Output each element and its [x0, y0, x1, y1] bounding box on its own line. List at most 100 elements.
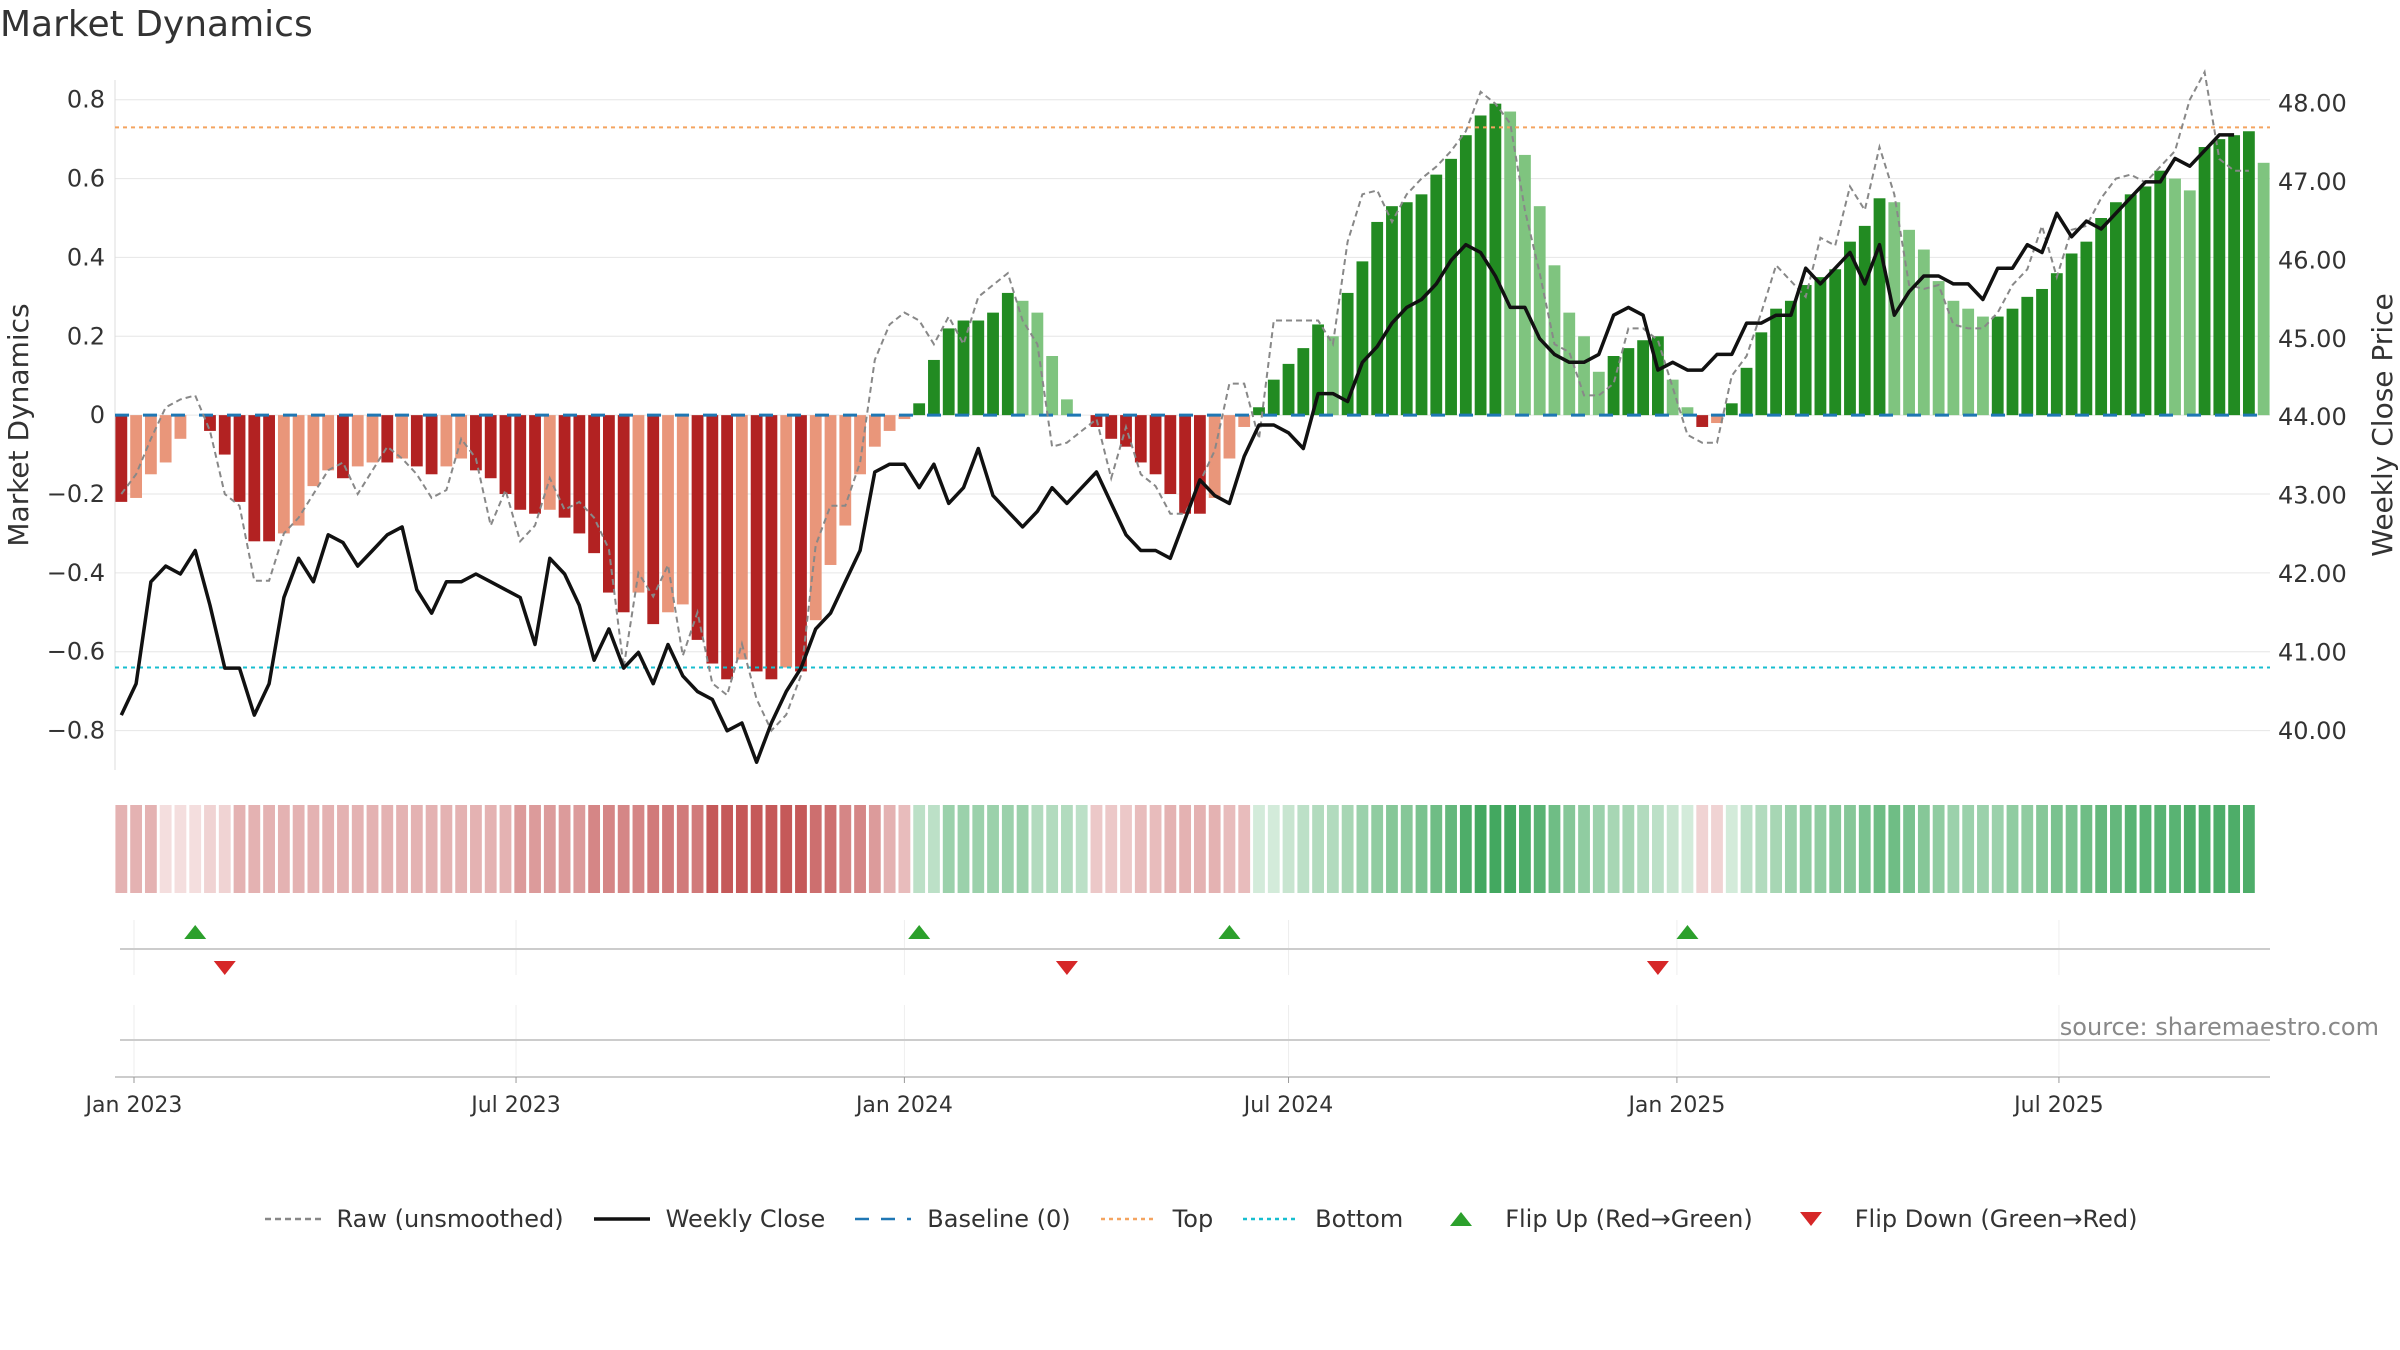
flip-down-marker: [1055, 961, 1078, 975]
state-strip-cell: [337, 805, 349, 893]
market-dynamics-bar: [1134, 415, 1147, 463]
flip-down-marker: [1646, 961, 1669, 975]
state-strip-cell: [115, 805, 128, 893]
state-strip-cell: [455, 805, 468, 893]
market-dynamics-bar: [307, 415, 320, 487]
state-strip-cell: [1445, 805, 1457, 893]
state-strip-cell: [972, 805, 985, 893]
market-dynamics-bar: [1755, 332, 1768, 416]
y-left-tick-label: 0: [90, 401, 105, 429]
market-dynamics-bar: [1238, 415, 1251, 427]
state-strip-cell: [381, 805, 394, 893]
market-dynamics-bar: [470, 415, 482, 471]
market-dynamics-bar: [780, 415, 793, 668]
state-strip-cell: [765, 805, 778, 893]
market-dynamics-bar: [233, 415, 246, 502]
x-tick-label: Jul 2023: [469, 1093, 561, 1118]
market-dynamics-bar: [824, 415, 837, 565]
market-dynamics-bar: [455, 415, 468, 459]
state-strip-cell: [854, 805, 866, 893]
market-dynamics-bar: [499, 415, 512, 494]
market-dynamics-bar: [898, 415, 911, 420]
market-dynamics-bar: [1651, 336, 1664, 416]
market-dynamics-bar: [1371, 221, 1384, 416]
market-dynamics-bar: [1873, 198, 1886, 416]
state-strip-cell: [662, 805, 674, 893]
market-dynamics-bar: [1061, 399, 1073, 416]
market-dynamics-bar: [2110, 202, 2122, 416]
market-dynamics-bar: [735, 415, 748, 660]
market-dynamics-bar: [1977, 316, 1989, 416]
state-strip-cell: [735, 805, 748, 893]
market-dynamics-bar: [588, 415, 601, 554]
market-dynamics-bar: [1666, 379, 1679, 416]
state-strip-cell: [470, 805, 482, 893]
market-dynamics-bar: [854, 415, 866, 475]
state-strip-cell: [159, 805, 172, 893]
x-tick-label: Jul 2025: [2012, 1093, 2104, 1118]
state-strip-cell: [366, 805, 379, 893]
flip-up-marker: [908, 925, 931, 939]
state-strip-cell: [2169, 805, 2181, 893]
x-tick-label: Jul 2024: [1242, 1093, 1334, 1118]
state-strip-cell: [1120, 805, 1132, 893]
y-right-tick-label: 43.00: [2278, 482, 2347, 510]
market-dynamics-bar: [1164, 415, 1177, 494]
market-dynamics-bar: [647, 415, 660, 625]
state-strip-cell: [1031, 805, 1044, 893]
state-strip-cell: [824, 805, 837, 893]
state-strip-cell: [410, 805, 423, 893]
market-dynamics-bar: [204, 415, 216, 431]
state-strip-cell: [928, 805, 940, 893]
state-strip-cell: [780, 805, 793, 893]
state-strip-cell: [1578, 805, 1590, 893]
state-strip-cell: [1386, 805, 1398, 893]
legend-label: Flip Up (Red→Green): [1505, 1205, 1753, 1233]
state-strip-cell: [898, 805, 911, 893]
flip-up-marker: [1218, 925, 1241, 939]
market-dynamics-bar: [1844, 241, 1856, 416]
state-strip-cell: [351, 805, 364, 893]
state-strip-cell: [1134, 805, 1147, 893]
state-strip-cell: [248, 805, 261, 893]
market-dynamics-bar: [2242, 131, 2255, 416]
state-strip-cell: [218, 805, 231, 893]
y-left-tick-label: −0.8: [47, 717, 105, 745]
state-strip-cell: [1105, 805, 1118, 893]
state-strip-cell: [868, 805, 881, 893]
state-strip-cell: [2021, 805, 2034, 893]
legend-label: Bottom: [1315, 1205, 1404, 1233]
legend-swatch-mark: [1799, 1212, 1822, 1226]
legend-swatch: [855, 1217, 912, 1221]
legend-swatch: [1799, 1212, 1822, 1226]
state-strip-cell: [277, 805, 290, 893]
state-strip-cell: [1164, 805, 1177, 893]
market-dynamics-bar: [765, 415, 778, 680]
market-dynamics-bar: [381, 415, 394, 463]
market-dynamics-bar: [2183, 190, 2196, 416]
state-strip-cell: [1016, 805, 1029, 893]
state-strip-cell: [1400, 805, 1413, 893]
state-strip-cell: [1696, 805, 1709, 893]
state-strip-cell: [1519, 805, 1531, 893]
y-left-tick-label: 0.4: [67, 243, 105, 271]
market-dynamics-bar: [1489, 103, 1502, 416]
state-strip-cell: [1474, 805, 1487, 893]
market-dynamics-bar: [987, 312, 999, 416]
market-dynamics-bar: [1120, 415, 1132, 447]
market-dynamics-bar: [913, 403, 926, 416]
market-dynamics-bar: [721, 415, 734, 680]
market-dynamics-bar: [1903, 229, 1915, 416]
state-strip-cell: [1223, 805, 1236, 893]
state-strip-cell: [1415, 805, 1428, 893]
state-strip-cell: [144, 805, 157, 893]
page-title: Market Dynamics: [0, 4, 313, 45]
state-strip-cell: [2139, 805, 2152, 893]
market-dynamics-bar: [1784, 300, 1797, 416]
market-dynamics-bar: [543, 415, 556, 510]
market-dynamics-bar: [558, 415, 571, 518]
flip-down-marker: [213, 961, 236, 975]
state-strip-cell: [2006, 805, 2019, 893]
y-right-tick-label: 41.00: [2278, 638, 2347, 666]
state-strip-cell: [1637, 805, 1650, 893]
